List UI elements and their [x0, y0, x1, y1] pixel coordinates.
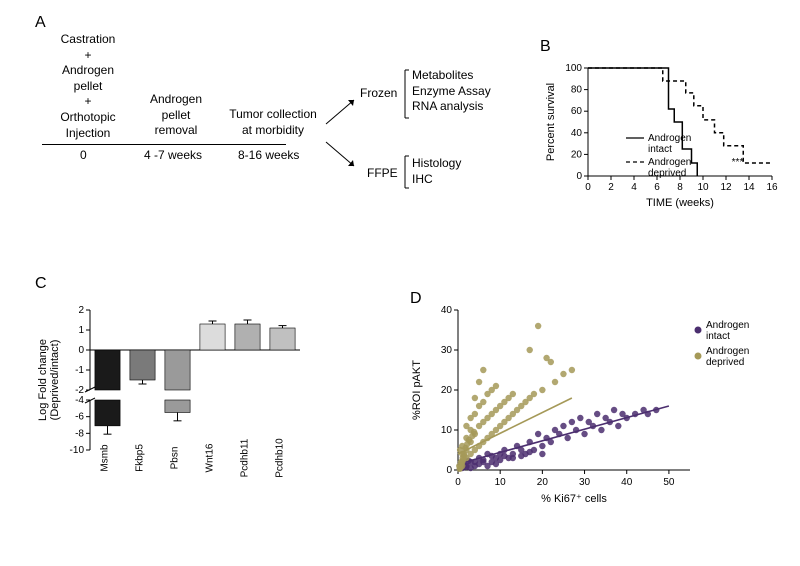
svg-text:-10: -10 — [70, 445, 85, 456]
arrow-down — [324, 138, 364, 178]
branch1-label: Frozen — [360, 86, 397, 102]
svg-text:(Deprived/intact): (Deprived/intact) — [49, 340, 61, 421]
svg-text:20: 20 — [571, 149, 583, 160]
svg-text:-6: -6 — [75, 412, 84, 423]
svg-text:0: 0 — [576, 171, 582, 182]
arrow-up — [324, 90, 364, 130]
svg-text:Pcdhb11: Pcdhb11 — [240, 438, 251, 477]
svg-text:10: 10 — [697, 182, 709, 193]
svg-text:Msmb: Msmb — [100, 444, 111, 472]
svg-text:Androgen: Androgen — [648, 133, 691, 144]
svg-text:10: 10 — [495, 477, 507, 488]
svg-text:-4: -4 — [75, 395, 84, 406]
svg-text:30: 30 — [579, 477, 591, 488]
svg-text:TIME (weeks): TIME (weeks) — [646, 197, 714, 209]
panel-a-flow: Castration + Androgen pellet + Orthotopi… — [42, 30, 462, 205]
svg-text:-8: -8 — [75, 428, 84, 439]
svg-text:50: 50 — [663, 477, 675, 488]
branch2-label: FFPE — [367, 166, 398, 182]
bracket1 — [402, 70, 410, 118]
svg-text:40: 40 — [621, 477, 633, 488]
svg-text:8: 8 — [677, 182, 683, 193]
svg-text:% Ki67⁺ cells: % Ki67⁺ cells — [541, 493, 607, 505]
flow-col2: Androgen pellet removal — [140, 92, 212, 139]
svg-text:40: 40 — [441, 305, 453, 316]
svg-text:Pbsn: Pbsn — [170, 447, 181, 470]
svg-text:16: 16 — [766, 182, 778, 193]
svg-text:0: 0 — [78, 345, 84, 356]
svg-text:0: 0 — [446, 465, 452, 476]
svg-text:intact: intact — [648, 144, 672, 155]
svg-text:0: 0 — [455, 477, 461, 488]
svg-text:20: 20 — [441, 385, 453, 396]
timeline-0: 0 — [80, 148, 87, 164]
svg-text:Fkbp5: Fkbp5 — [135, 444, 146, 472]
svg-text:12: 12 — [720, 182, 732, 193]
flow-col1: Castration + Androgen pellet + Orthotopi… — [48, 32, 128, 141]
svg-text:20: 20 — [537, 477, 549, 488]
branch2-items: Histology IHC — [412, 156, 461, 187]
svg-text:30: 30 — [441, 345, 453, 356]
svg-text:deprived: deprived — [648, 168, 686, 179]
svg-text:***: *** — [732, 157, 744, 168]
panel-d-chart: 01020304050010203040AndrogenintactAndrog… — [400, 300, 790, 520]
svg-text:60: 60 — [571, 106, 583, 117]
svg-text:intact: intact — [706, 331, 730, 342]
svg-text:Log Fold change: Log Fold change — [37, 339, 49, 421]
svg-text:14: 14 — [743, 182, 755, 193]
svg-text:Androgen: Androgen — [706, 320, 749, 331]
panel-c-chart: -2-1012-10-8-6-4MsmbFkbp5PbsnWnt16Pcdhb1… — [30, 300, 330, 550]
svg-text:6: 6 — [654, 182, 660, 193]
timeline-line — [42, 144, 286, 145]
svg-text:2: 2 — [78, 305, 84, 316]
svg-text:10: 10 — [441, 425, 453, 436]
timeline-2: 8-16 weeks — [238, 148, 299, 164]
svg-text:%ROI pAKT: %ROI pAKT — [411, 360, 423, 420]
panel-c-label: C — [35, 275, 47, 293]
timeline-1: 4 -7 weeks — [144, 148, 202, 164]
svg-text:Androgen: Androgen — [648, 157, 691, 168]
svg-text:4: 4 — [631, 182, 637, 193]
svg-text:2: 2 — [608, 182, 614, 193]
svg-text:deprived: deprived — [706, 357, 744, 368]
svg-text:-1: -1 — [75, 365, 84, 376]
svg-text:1: 1 — [78, 325, 84, 336]
svg-text:0: 0 — [585, 182, 591, 193]
panel-b-label: B — [540, 38, 551, 56]
svg-text:Wnt16: Wnt16 — [205, 443, 216, 472]
branch1-items: Metabolites Enzyme Assay RNA analysis — [412, 68, 491, 115]
svg-text:Pcdhb10: Pcdhb10 — [275, 438, 286, 478]
svg-text:Androgen: Androgen — [706, 346, 749, 357]
flow-col3: Tumor collection at morbidity — [218, 107, 328, 138]
panel-b-chart: 0246810121416020406080100***Androgeninta… — [540, 58, 785, 228]
svg-text:Percent survival: Percent survival — [545, 83, 557, 161]
svg-text:100: 100 — [565, 63, 582, 74]
bracket2 — [402, 156, 410, 188]
svg-text:40: 40 — [571, 128, 583, 139]
svg-text:80: 80 — [571, 85, 583, 96]
